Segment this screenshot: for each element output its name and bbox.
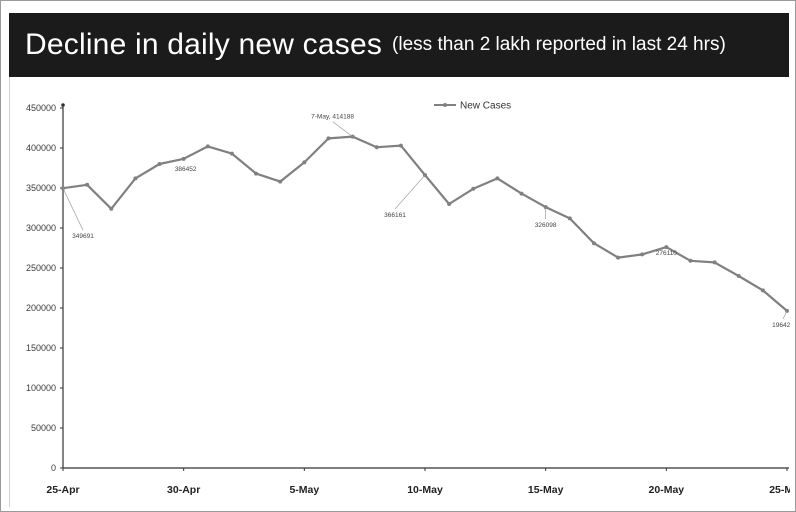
data-point — [109, 206, 114, 211]
data-point — [181, 156, 186, 161]
data-point — [760, 288, 765, 293]
data-point — [471, 186, 476, 191]
data-point — [278, 179, 283, 184]
data-point — [640, 252, 645, 257]
data-point — [205, 144, 210, 149]
data-point — [664, 245, 669, 250]
data-point — [133, 176, 138, 181]
y-tick-label: 300000 — [26, 223, 56, 233]
data-label: 326098 — [535, 222, 557, 229]
y-tick-label: 0 — [51, 463, 56, 473]
x-tick-label: 15-May — [528, 484, 564, 496]
legend-label: New Cases — [460, 101, 511, 112]
x-tick-label: 5-May — [289, 484, 319, 496]
chart-subtitle: (less than 2 lakh reported in last 24 hr… — [392, 34, 726, 55]
y-tick-label: 400000 — [26, 143, 56, 153]
y-tick-label: 200000 — [26, 303, 56, 313]
data-point — [495, 176, 500, 181]
line-chart: 0 50000 100000 150000 200000 250000 300000 3500… — [26, 101, 790, 497]
data-label: 386452 — [175, 166, 197, 173]
title-bar: Decline in daily new cases (less than 2 … — [9, 13, 789, 77]
data-point — [398, 143, 403, 148]
data-point — [447, 202, 452, 206]
data-label: 7-May, 414188 — [311, 114, 354, 121]
series-line-new-cases — [62, 135, 788, 312]
y-tick-label: 250000 — [26, 263, 56, 273]
x-tick-label: 10-May — [407, 484, 443, 496]
data-label: 196427 — [772, 322, 790, 329]
data-point — [519, 191, 524, 196]
data-point — [229, 151, 234, 156]
y-axis-arrow-dot — [61, 103, 65, 107]
data-point — [326, 136, 331, 141]
data-label: 349691 — [72, 233, 94, 240]
data-point — [616, 255, 621, 260]
data-point — [61, 186, 65, 191]
annotation-leader — [332, 121, 353, 137]
y-tick-label: 350000 — [26, 183, 56, 193]
data-point — [591, 241, 596, 246]
data-point — [374, 145, 379, 150]
chart-panel: 0 50000 100000 150000 200000 250000 300000 3500… — [9, 77, 790, 507]
x-tick-label: 25-Apr — [46, 484, 79, 496]
data-point — [736, 274, 741, 278]
y-tick-label: 50000 — [31, 423, 56, 433]
annotation-leader — [782, 310, 788, 320]
y-tick-label: 100000 — [26, 383, 56, 393]
data-point — [688, 258, 693, 263]
annotation-leader — [62, 188, 84, 231]
data-label: 276110 — [656, 250, 678, 257]
y-tick-label: 450000 — [26, 103, 56, 113]
data-point — [254, 171, 259, 176]
data-point — [712, 260, 717, 265]
x-tick-label: 25-May — [769, 484, 790, 496]
annotation-leader — [394, 174, 426, 210]
data-point — [157, 162, 162, 166]
x-tick-label: 30-Apr — [167, 484, 200, 496]
x-tick-label: 20-May — [649, 484, 685, 496]
chart-title: Decline in daily new cases — [25, 28, 383, 61]
data-point — [567, 216, 572, 221]
data-point — [302, 160, 307, 165]
data-label: 366161 — [384, 212, 406, 219]
data-point — [85, 182, 90, 187]
y-tick-label: 150000 — [26, 343, 56, 353]
legend-marker — [443, 103, 447, 107]
